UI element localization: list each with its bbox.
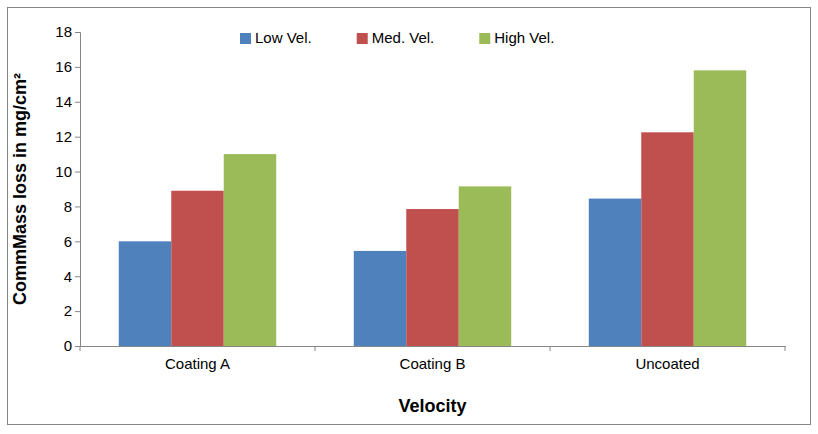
tick-mark (75, 241, 80, 242)
legend-swatch (357, 33, 368, 44)
legend-label: High Vel. (494, 29, 554, 46)
tick-mark (75, 206, 80, 207)
tick-mark (75, 311, 80, 312)
tick: 14 (55, 93, 80, 110)
bar (406, 209, 458, 346)
tick: 10 (55, 163, 80, 180)
legend: Low Vel. Med. Vel. High Vel. (240, 29, 554, 46)
tick: 4 (64, 268, 80, 285)
tick-mark (75, 137, 80, 138)
bars (119, 70, 746, 346)
x-axis-title: Velocity (398, 396, 466, 416)
chart: 0 2 4 6 8 10 12 14 16 18 Coating A Coating B Uncoate… (0, 0, 818, 434)
y-axis-line (75, 33, 81, 347)
bar (354, 251, 406, 346)
legend-swatch (240, 33, 251, 44)
tick-label: 2 (64, 302, 72, 319)
chart-frame (8, 8, 811, 425)
legend-item: Med. Vel. (357, 29, 435, 46)
category-divider (80, 346, 81, 351)
category-divider (785, 346, 786, 351)
y-axis-title: CommMass loss in mg/cm² (10, 73, 30, 305)
series (224, 70, 746, 346)
bar (119, 241, 171, 346)
legend-label: Med. Vel. (372, 29, 435, 46)
x-axis-line (81, 346, 786, 347)
category-divider (550, 346, 551, 351)
y-axis: 0 2 4 6 8 10 12 14 16 18 (55, 23, 80, 354)
tick-mark (75, 67, 80, 68)
tick: Uncoated (635, 346, 699, 372)
tick-mark (75, 172, 80, 173)
tick-label: 8 (64, 198, 72, 215)
tick-label: 6 (64, 233, 72, 250)
legend-item: Low Vel. (240, 29, 312, 46)
bar (459, 186, 511, 346)
tick-label: 12 (55, 128, 72, 145)
tick: 6 (64, 233, 80, 250)
tick-label: Coating A (165, 355, 230, 372)
tick-label: 18 (55, 23, 72, 40)
tick: 12 (55, 128, 80, 145)
tick: 8 (64, 198, 80, 215)
x-axis: Coating A Coating B Uncoated (80, 346, 786, 372)
tick-label: 0 (64, 337, 72, 354)
bar (589, 199, 641, 346)
tick-mark (75, 102, 80, 103)
tick-mark (75, 32, 80, 33)
tick-label: 10 (55, 163, 72, 180)
tick: Coating A (165, 346, 230, 372)
tick-mark (75, 276, 80, 277)
tick-mark (75, 346, 80, 347)
category-divider (315, 346, 316, 351)
plot: 0 2 4 6 8 10 12 14 16 18 Coating A Coating B Uncoate… (55, 23, 785, 371)
tick: 2 (64, 302, 80, 319)
tick: 18 (55, 23, 80, 40)
bar (171, 191, 223, 346)
tick-label: Coating B (400, 355, 466, 372)
tick-label: Uncoated (635, 355, 699, 372)
tick: Coating B (400, 346, 466, 372)
series (171, 132, 693, 346)
tick: 0 (64, 337, 80, 354)
tick-label: 16 (55, 58, 72, 75)
legend-label: Low Vel. (255, 29, 312, 46)
legend-swatch (479, 33, 490, 44)
tick-label: 14 (55, 93, 72, 110)
bar (694, 70, 746, 346)
tick-label: 4 (64, 268, 72, 285)
bar (224, 154, 276, 346)
tick: 16 (55, 58, 80, 75)
bar (641, 132, 693, 346)
legend-item: High Vel. (479, 29, 554, 46)
